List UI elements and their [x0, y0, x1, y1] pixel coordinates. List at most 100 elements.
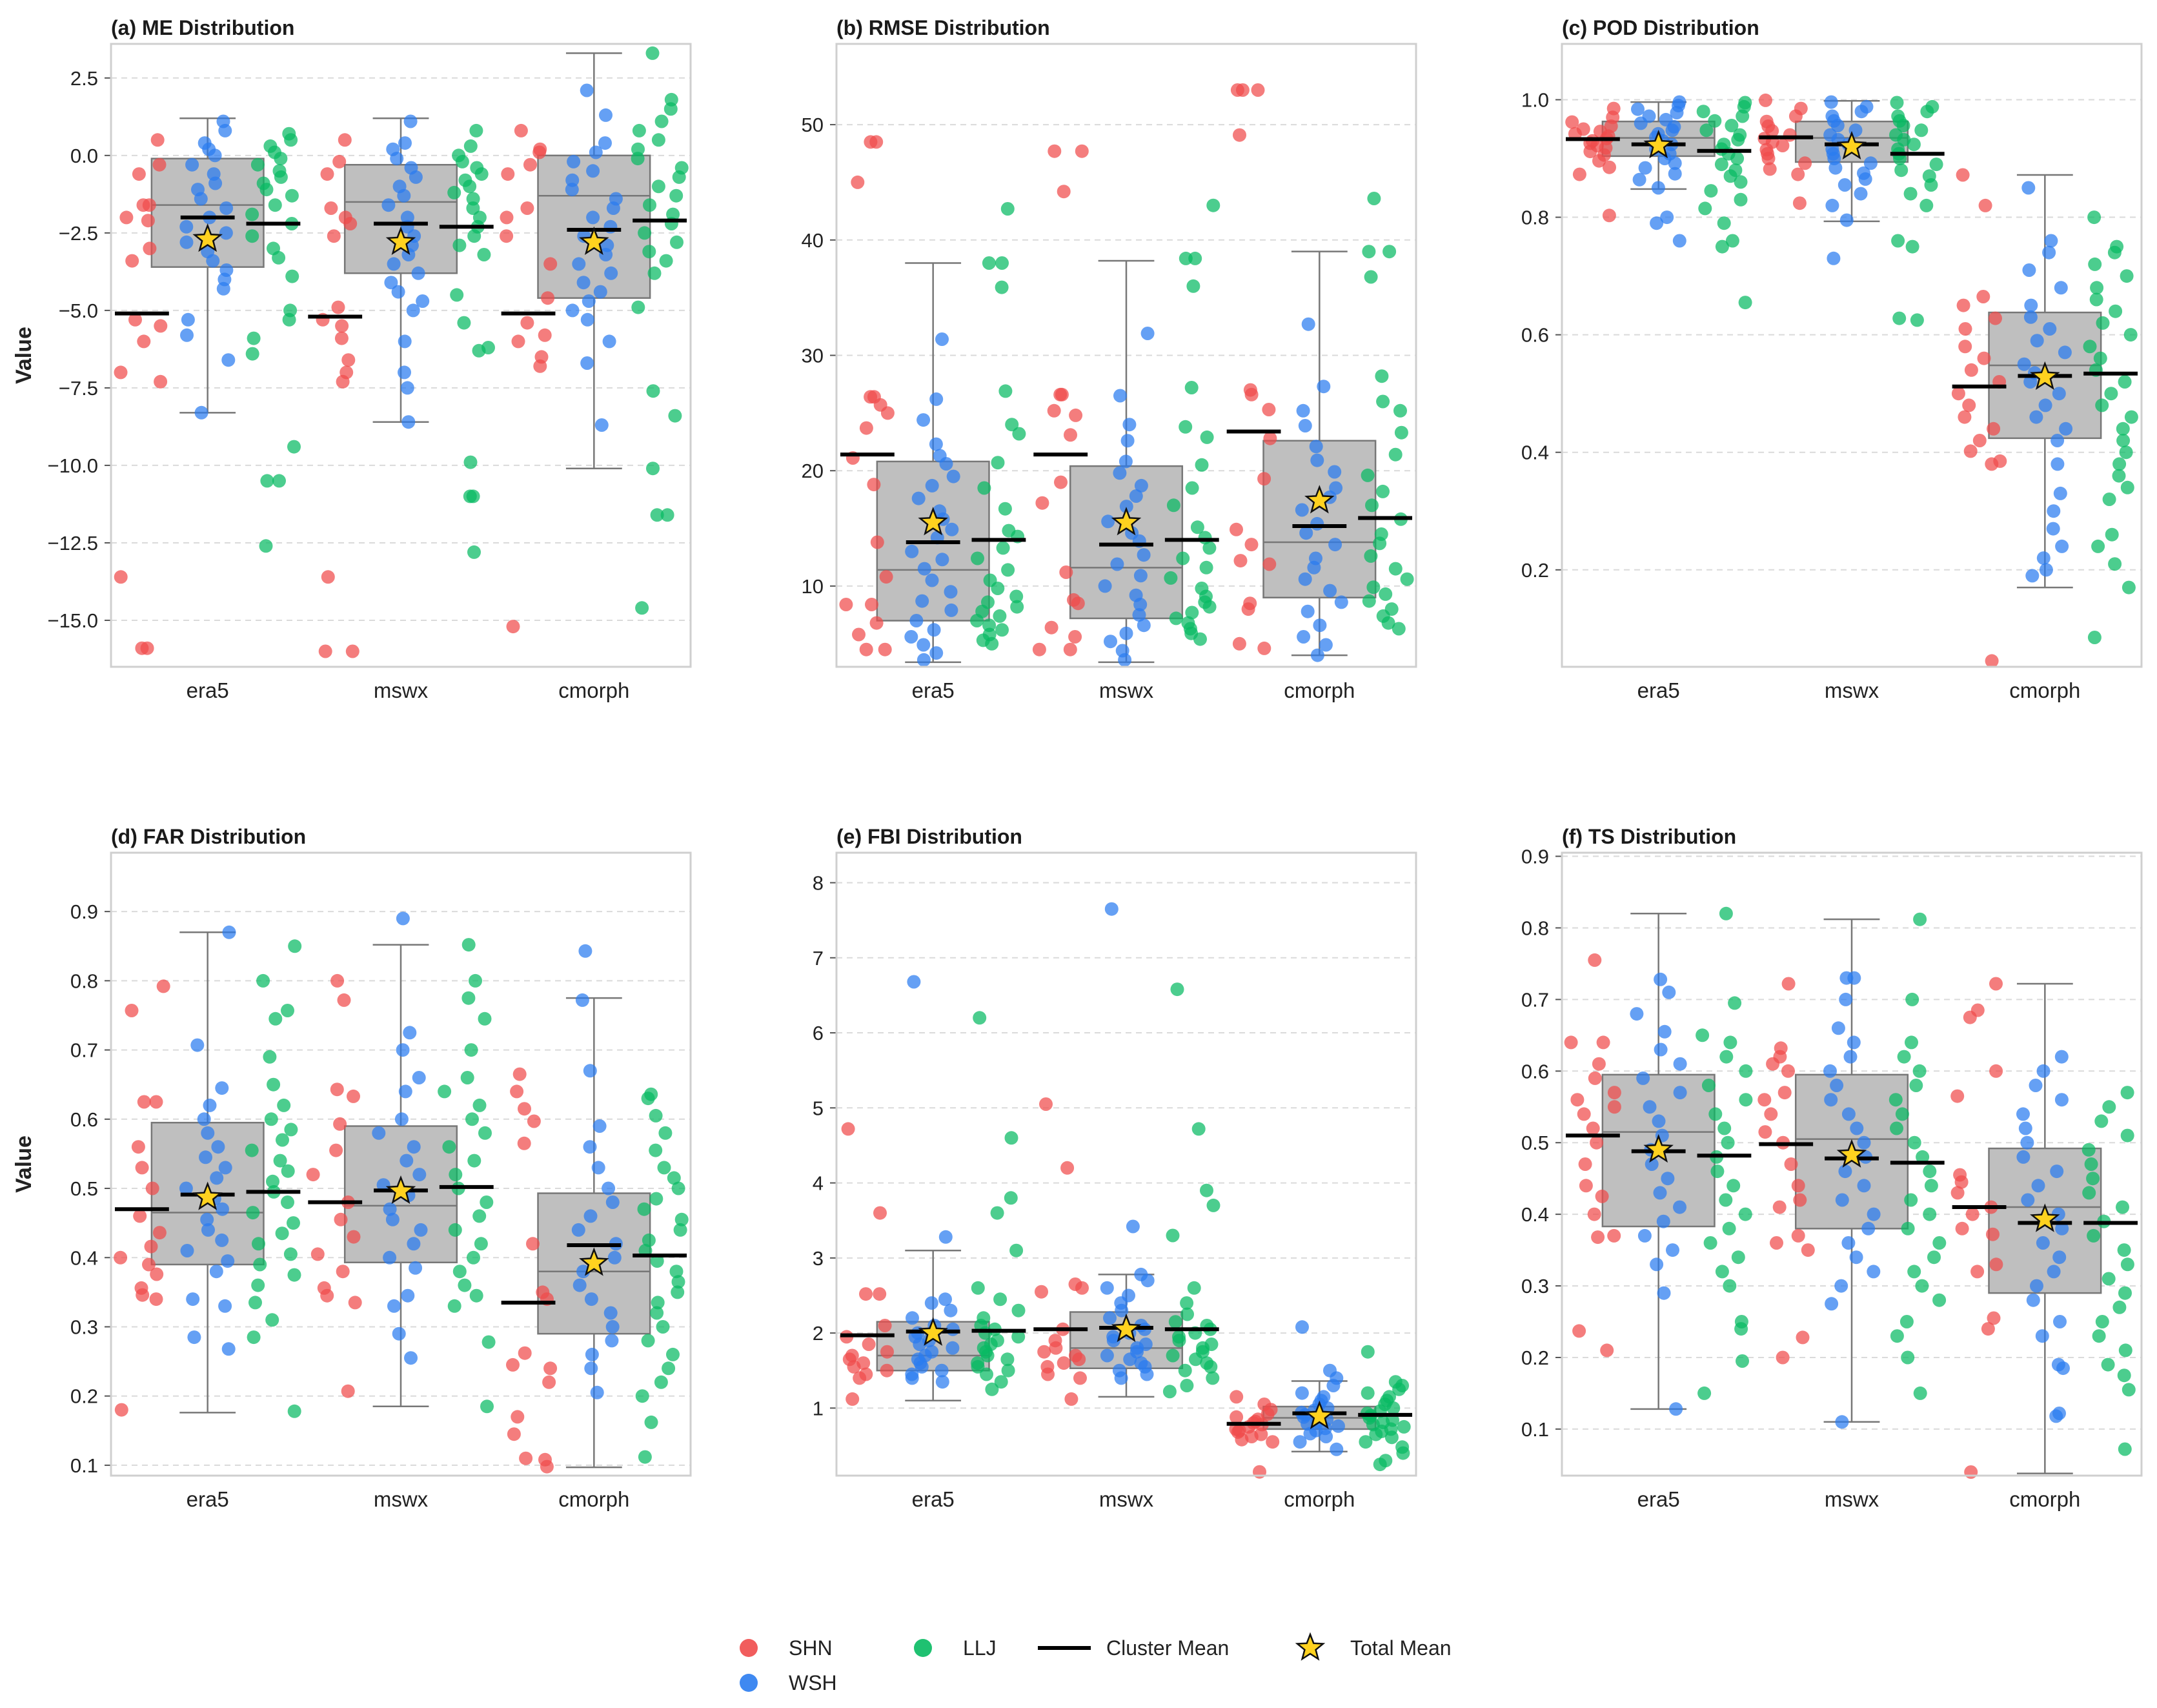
point-wsh — [219, 201, 234, 215]
point-shn — [532, 145, 547, 159]
total-mean-star — [1836, 1139, 1867, 1168]
point-wsh — [1830, 1079, 1844, 1092]
point-llj — [1187, 1281, 1201, 1295]
iqr-box — [343, 163, 458, 274]
point-wsh — [2016, 1150, 2030, 1164]
point-llj — [1012, 427, 1026, 441]
point-wsh — [211, 1140, 225, 1154]
point-wsh — [412, 1071, 426, 1084]
point-llj — [284, 133, 298, 147]
point-shn — [1970, 1265, 1985, 1279]
legend-item-total-mean: Total Mean — [1295, 1632, 1452, 1661]
point-shn — [1987, 422, 2001, 436]
point-wsh — [381, 198, 396, 212]
point-wsh — [1668, 156, 1682, 170]
point-wsh — [605, 1195, 620, 1209]
point-wsh — [1854, 105, 1868, 119]
point-llj — [1909, 1079, 1923, 1092]
point-llj — [1697, 1386, 1712, 1400]
x-tick-label: cmorph — [2009, 678, 2080, 702]
point-llj — [477, 248, 491, 261]
point-llj — [1730, 152, 1745, 165]
point-wsh — [407, 1237, 421, 1251]
point-shn — [851, 175, 865, 189]
point-wsh — [586, 164, 600, 178]
point-llj — [467, 1250, 480, 1265]
point-llj — [651, 133, 665, 147]
point-llj — [671, 1275, 685, 1289]
point-shn — [321, 570, 335, 584]
point-wsh — [927, 623, 941, 637]
point-shn — [1592, 154, 1606, 168]
point-shn — [1035, 496, 1049, 510]
point-wsh — [201, 1126, 215, 1140]
point-llj — [973, 1011, 987, 1025]
point-shn — [114, 1403, 128, 1417]
point-llj — [674, 1212, 689, 1226]
point-llj — [1725, 234, 1739, 248]
point-llj — [448, 1223, 462, 1237]
legend-label: Cluster Mean — [1106, 1636, 1229, 1660]
point-wsh — [1114, 1371, 1128, 1385]
point-llj — [1180, 1296, 1194, 1310]
point-llj — [1919, 198, 1934, 212]
legend-item-wsh: WSH — [740, 1671, 837, 1694]
point-llj — [287, 440, 301, 454]
point-llj — [1361, 1345, 1375, 1359]
point-wsh — [944, 585, 958, 599]
point-shn — [523, 158, 537, 172]
point-llj — [285, 188, 299, 203]
point-wsh — [1296, 403, 1310, 418]
panel-2: (b) RMSE Distribution 10 20 30 40 50 era5 mswx c… — [802, 16, 1417, 702]
point-wsh — [1123, 1352, 1137, 1367]
point-llj — [1701, 1079, 1716, 1092]
y-tick-label: 4 — [813, 1172, 824, 1195]
point-llj — [452, 238, 467, 252]
point-llj — [1195, 458, 1209, 472]
x-tick-label: mswx — [1825, 1487, 1879, 1511]
point-llj — [2095, 1315, 2109, 1328]
point-wsh — [397, 188, 411, 203]
point-llj — [2122, 1383, 2136, 1397]
point-wsh — [1113, 466, 1127, 480]
point-wsh — [599, 248, 613, 261]
y-axis-label: Value — [12, 327, 36, 384]
point-wsh — [1831, 1021, 1845, 1035]
point-llj — [1204, 1359, 1218, 1374]
point-shn — [507, 1427, 521, 1441]
point-shn — [518, 1102, 531, 1116]
point-llj — [2116, 422, 2130, 436]
point-wsh — [925, 478, 939, 493]
point-wsh — [593, 285, 607, 299]
point-llj — [650, 1254, 664, 1268]
y-tick-label: 1 — [813, 1397, 824, 1419]
point-llj — [1924, 1179, 1938, 1193]
point-llj — [1903, 187, 1918, 201]
point-wsh — [187, 1330, 201, 1345]
point-wsh — [602, 334, 616, 349]
point-shn — [1579, 1179, 1593, 1193]
point-wsh — [1863, 156, 1878, 170]
point-llj — [971, 1281, 985, 1295]
point-wsh — [592, 1119, 607, 1133]
point-wsh — [946, 469, 960, 483]
point-llj — [2092, 1329, 2106, 1343]
point-llj — [1393, 403, 1407, 418]
point-llj — [2091, 539, 2105, 553]
point-llj — [282, 312, 296, 327]
point-llj — [985, 636, 999, 651]
y-tick-label: 0.4 — [1521, 1203, 1549, 1226]
point-shn — [1039, 1097, 1053, 1111]
point-wsh — [1666, 1243, 1679, 1257]
panel-title: (f) TS Distribution — [1562, 825, 1736, 848]
point-llj — [1361, 1386, 1375, 1400]
point-llj — [1721, 1135, 1735, 1150]
point-llj — [1717, 1121, 1732, 1135]
point-shn — [1263, 431, 1277, 445]
point-wsh — [935, 1363, 949, 1378]
point-wsh — [1295, 503, 1309, 517]
point-shn — [137, 1095, 151, 1109]
point-llj — [1910, 313, 1924, 327]
point-wsh — [1632, 172, 1646, 187]
point-llj — [1011, 1330, 1026, 1344]
